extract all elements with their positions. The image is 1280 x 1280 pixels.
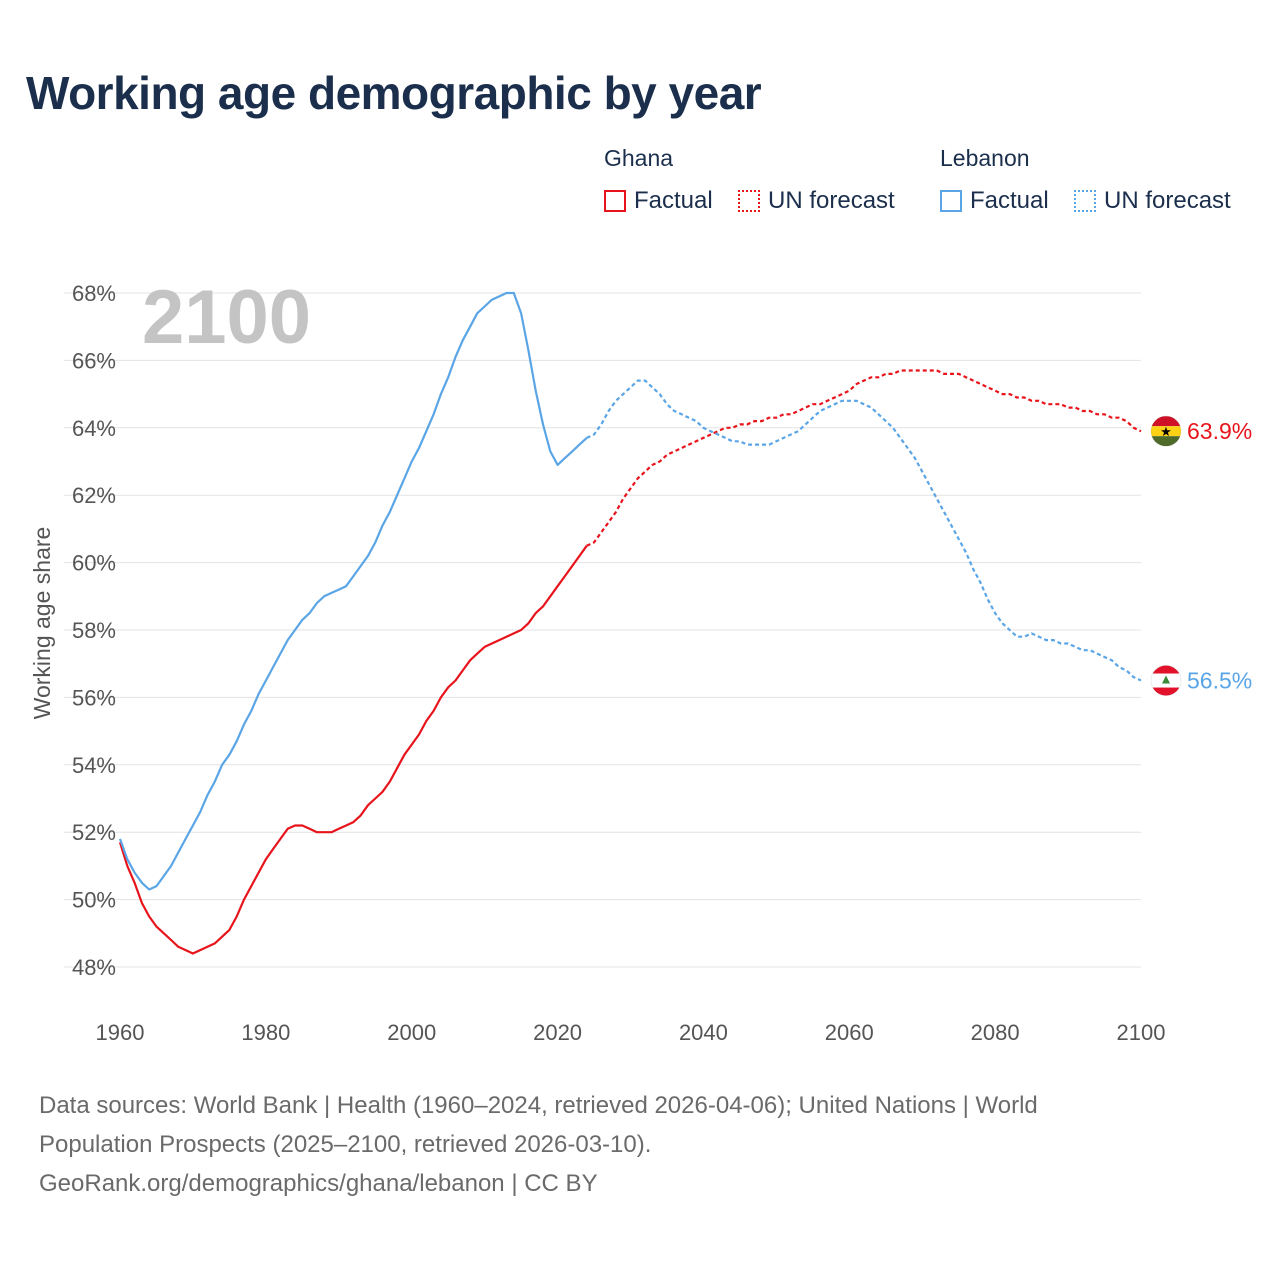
lebanon-forecast-line <box>586 379 1142 682</box>
y-tick-label: 54% <box>72 753 116 778</box>
grid-lines <box>64 292 1141 968</box>
footer-line-3[interactable]: GeoRank.org/demographics/ghana/lebanon |… <box>39 1170 598 1197</box>
legend-label: UN forecast <box>768 187 895 214</box>
lebanon-flag-icon <box>1150 665 1182 697</box>
legend-ghana-forecast[interactable]: UN forecast <box>738 186 895 216</box>
footer-line-1: Data sources: World Bank | Health (1960–… <box>39 1092 1038 1119</box>
ghana-flag-icon: ★ <box>1150 415 1182 447</box>
x-axis: 1960 1980 2000 2020 2040 2060 2080 2100 <box>96 1020 1166 1045</box>
legend-ghana-factual[interactable]: Factual <box>604 186 713 216</box>
svg-text:★: ★ <box>1160 424 1172 439</box>
y-tick-label: 62% <box>72 483 116 508</box>
y-tick-label: 56% <box>72 685 116 710</box>
y-axis: 48% 50% 52% 54% 56% 58% 60% 62% 64% 66% 68% <box>72 281 116 980</box>
ghana-factual-line <box>118 545 588 955</box>
ghana-forecast-line <box>586 369 1142 547</box>
legend-swatch-lebanon-factual <box>940 190 962 212</box>
y-tick-label: 52% <box>72 820 116 845</box>
x-tick-label: 2000 <box>387 1020 436 1045</box>
current-year-watermark: 2100 <box>142 275 311 360</box>
x-tick-label: 2040 <box>679 1020 728 1045</box>
lebanon-factual-line <box>118 291 588 891</box>
ghana-end-value: 63.9% <box>1187 418 1252 444</box>
legend-lebanon-factual[interactable]: Factual <box>940 186 1049 216</box>
y-axis-title: Working age share <box>29 527 55 720</box>
legend-swatch-ghana-forecast <box>738 190 760 212</box>
line-chart: 48%50%52%54%56%58%60%62%64%66%68% 1960 19… <box>29 275 1252 1045</box>
lebanon-end-value: 56.5% <box>1187 668 1252 694</box>
legend-swatch-ghana-factual <box>604 190 626 212</box>
footer-sources: Data sources: World Bank | Health (1960–… <box>39 1086 1239 1203</box>
legend-ghana-title: Ghana <box>604 145 674 171</box>
y-tick-label: 64% <box>72 416 116 441</box>
x-tick-label: 1960 <box>96 1020 145 1045</box>
x-tick-label: 2100 <box>1117 1020 1166 1045</box>
x-tick-label: 2080 <box>971 1020 1020 1045</box>
legend-label: Factual <box>634 187 713 214</box>
legend-label: Factual <box>970 187 1049 214</box>
y-tick-label: 68% <box>72 281 116 306</box>
series-lines <box>118 291 1142 955</box>
y-tick-label: 50% <box>72 888 116 913</box>
y-tick-label: 58% <box>72 618 116 643</box>
legend-lebanon-forecast[interactable]: UN forecast <box>1074 186 1231 216</box>
footer-line-2: Population Prospects (2025–2100, retriev… <box>39 1131 652 1158</box>
y-tick-label: 60% <box>72 551 116 576</box>
y-tick-label: 48% <box>72 955 116 980</box>
x-tick-label: 1980 <box>241 1020 290 1045</box>
legend-lebanon-title: Lebanon <box>940 145 1030 171</box>
x-tick-label: 2020 <box>533 1020 582 1045</box>
y-tick-label: 66% <box>72 348 116 373</box>
chart-title: Working age demographic by year <box>26 67 762 119</box>
legend-swatch-lebanon-forecast <box>1074 190 1096 212</box>
x-tick-label: 2060 <box>825 1020 874 1045</box>
legend-label: UN forecast <box>1104 187 1231 214</box>
end-markers: ★ 63.9% 56.5% <box>1150 415 1252 697</box>
